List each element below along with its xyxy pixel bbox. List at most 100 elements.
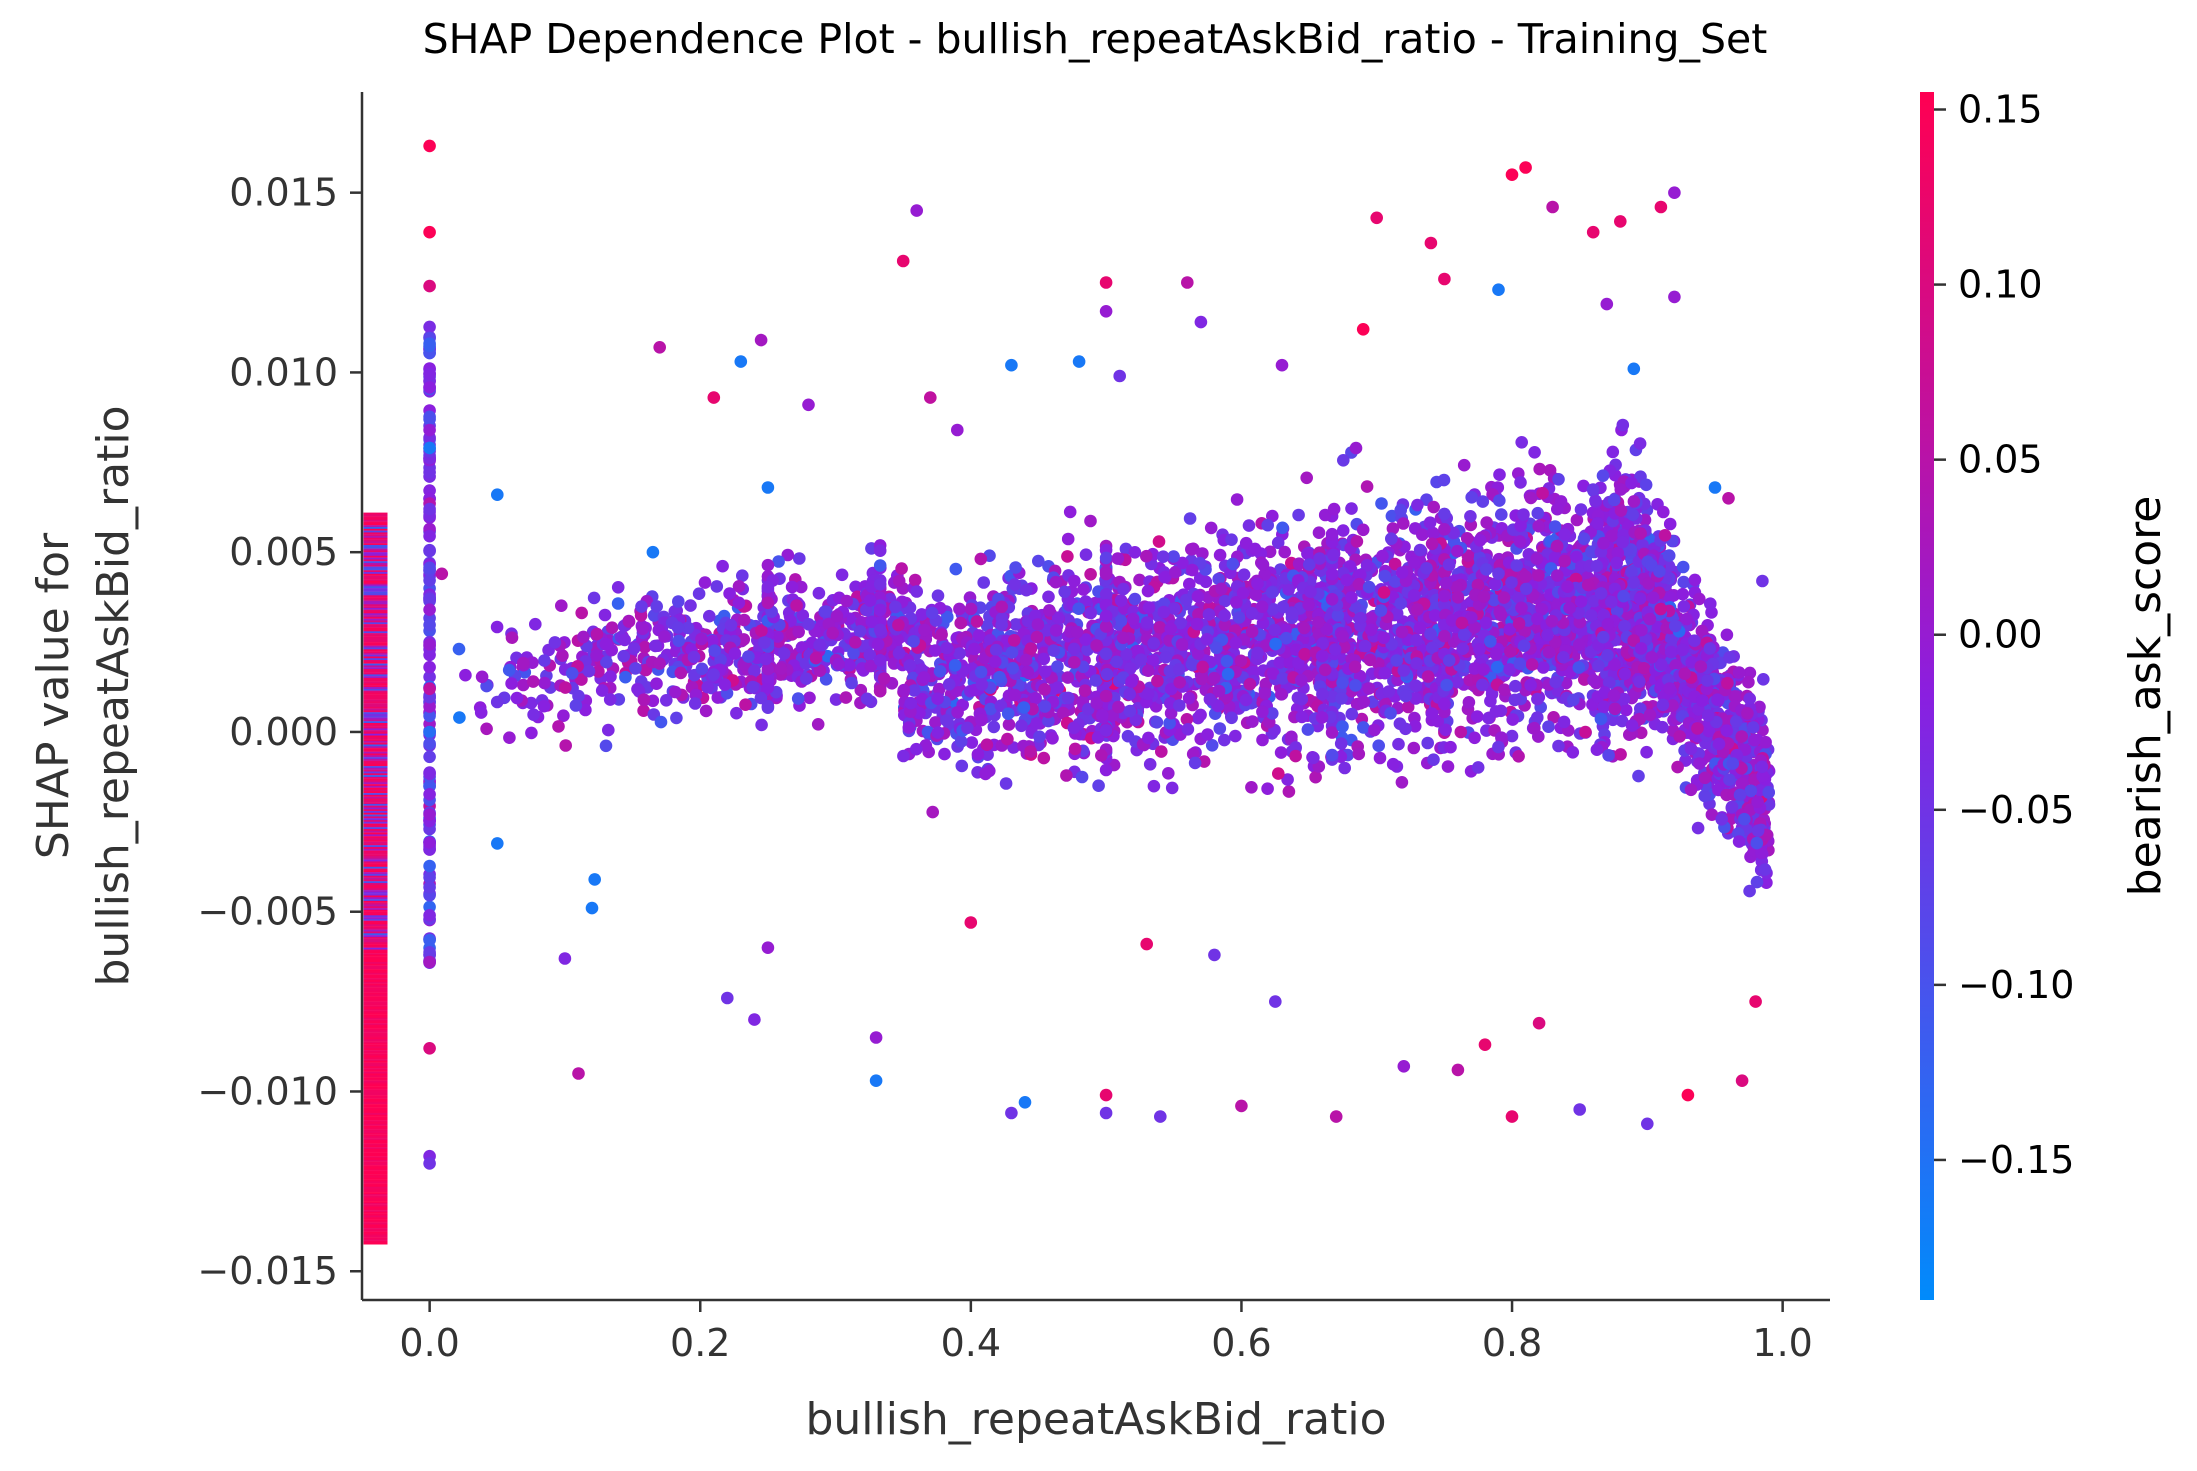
- scatter-point: [931, 589, 945, 602]
- scatter-point: [1639, 478, 1653, 492]
- scatter-point: [1395, 776, 1409, 789]
- scatter-point: [1274, 746, 1288, 759]
- scatter-point: [1275, 688, 1288, 701]
- scatter-point: [1451, 544, 1464, 558]
- scatter-point: [599, 637, 613, 651]
- scatter-point: [1498, 683, 1511, 696]
- scatter-point: [474, 706, 488, 719]
- scatter-point: [1221, 667, 1235, 681]
- scatter-point: [1376, 549, 1389, 563]
- scatter-point: [1292, 508, 1305, 522]
- scatter-point: [1021, 665, 1034, 679]
- scatter-point: [559, 681, 572, 694]
- scatter-point: [1151, 674, 1164, 688]
- scatter-point: [1677, 575, 1690, 589]
- scatter-point: [635, 600, 648, 613]
- scatter-point: [790, 599, 803, 612]
- scatter-point: [650, 677, 663, 690]
- scatter-point: [918, 623, 931, 637]
- scatter-point: [802, 618, 815, 631]
- scatter-point: [1492, 567, 1505, 580]
- scatter-point: [724, 618, 738, 632]
- scatter-point: [1173, 699, 1186, 712]
- scatter-point: [1099, 763, 1113, 777]
- scatter-point: [917, 671, 931, 684]
- scatter-point: [829, 693, 843, 706]
- scatter-point: [1608, 702, 1622, 716]
- scatter-point: [1524, 491, 1538, 505]
- scatter-point: [1493, 468, 1506, 482]
- scatter-point: [1357, 721, 1370, 734]
- scatter-point: [1657, 505, 1670, 519]
- scatter-point: [942, 678, 956, 691]
- scatter-point: [1242, 519, 1256, 532]
- scatter-point: [1276, 672, 1290, 685]
- scatter-point: [526, 675, 540, 688]
- scatter-point: [995, 618, 1008, 632]
- scatter-point: [989, 643, 1003, 657]
- scatter-point: [1468, 731, 1481, 745]
- scatter-point: [1616, 418, 1630, 432]
- scatter-point: [503, 731, 516, 744]
- scatter-point: [1586, 483, 1600, 496]
- scatter-point: [1684, 783, 1698, 797]
- chart-title: SHAP Dependence Plot - bullish_repeatAsk…: [423, 15, 1768, 63]
- scatter-point: [1462, 696, 1476, 709]
- scatter-point: [1720, 628, 1734, 642]
- scatter-point: [1480, 563, 1493, 576]
- scatter-point: [892, 647, 906, 660]
- scatter-point: [1416, 528, 1429, 541]
- scatter-point: [1397, 664, 1411, 677]
- scatter-point: [1375, 497, 1388, 510]
- scatter-point: [792, 625, 805, 639]
- scatter-point: [1579, 725, 1592, 739]
- scatter-point: [1225, 533, 1238, 546]
- scatter-point: [1635, 623, 1648, 637]
- scatter-point: [1614, 748, 1627, 761]
- scatter-point: [1099, 588, 1113, 601]
- scatter-point: [552, 720, 565, 733]
- scatter-point: [1618, 667, 1632, 681]
- scatter-point: [1537, 661, 1550, 674]
- scatter-point: [577, 630, 590, 644]
- scatter-point: [459, 668, 472, 682]
- scatter-point: [931, 692, 944, 705]
- scatter-point: [1234, 654, 1248, 668]
- scatter-point: [849, 580, 862, 594]
- scatter-point: [742, 650, 755, 663]
- scatter-point: [490, 695, 504, 709]
- scatter-point: [1693, 757, 1706, 770]
- scatter-point: [1725, 800, 1739, 814]
- scatter-point: [1017, 701, 1031, 714]
- scatter-point: [1038, 700, 1052, 713]
- scatter-point: [452, 642, 466, 656]
- scatter-point: [1567, 693, 1580, 707]
- scatter-point: [1673, 730, 1686, 743]
- scatter-point: [1531, 711, 1544, 724]
- scatter-point: [1385, 509, 1399, 523]
- scatter-point: [1614, 504, 1628, 517]
- scatter-point: [1128, 592, 1142, 606]
- scatter-point: [1607, 689, 1621, 702]
- scatter-point: [1336, 524, 1350, 537]
- scatter-point: [1325, 567, 1339, 581]
- scatter-point: [1698, 789, 1711, 803]
- scatter-point: [1345, 591, 1358, 604]
- scatter-point: [1051, 660, 1064, 673]
- scatter-point: [1464, 510, 1477, 523]
- scatter-point: [1693, 592, 1706, 606]
- scatter-point: [1121, 729, 1135, 743]
- scatter-point: [1019, 653, 1033, 667]
- scatter-point: [1427, 500, 1440, 514]
- scatter-point: [1194, 708, 1207, 722]
- scatter-point: [1407, 741, 1421, 755]
- scatter-point: [505, 677, 518, 690]
- scatter-point: [1110, 655, 1123, 669]
- scatter-point: [1589, 494, 1602, 508]
- scatter-point: [1316, 687, 1329, 701]
- scatter-point: [772, 555, 785, 568]
- scatter-point: [849, 636, 862, 649]
- scatter-point: [559, 739, 572, 752]
- scatter-point: [1157, 605, 1171, 619]
- scatter-point: [1256, 733, 1269, 747]
